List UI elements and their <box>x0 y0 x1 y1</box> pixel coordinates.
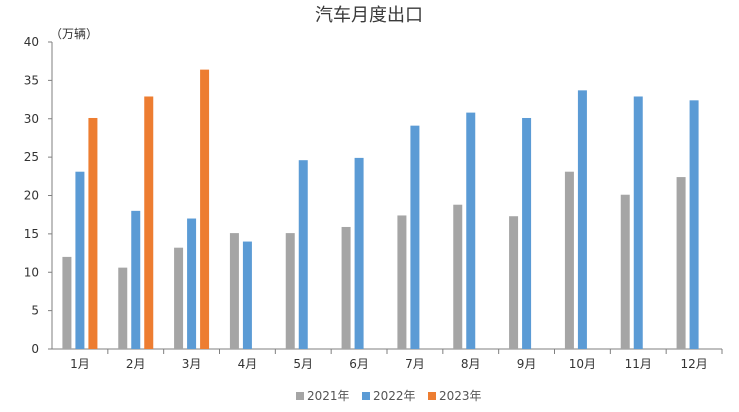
bar <box>633 96 643 350</box>
bar <box>174 247 184 349</box>
bar <box>676 177 686 349</box>
bar <box>62 256 72 349</box>
y-tick-label: 30 <box>24 112 39 126</box>
legend-label: 2021年 <box>307 389 350 403</box>
y-tick-label: 15 <box>24 227 39 241</box>
bar <box>577 90 587 349</box>
bars <box>62 69 699 350</box>
y-tick-label: 5 <box>31 304 39 318</box>
x-tick-label: 7月 <box>405 357 425 371</box>
bar <box>144 96 154 350</box>
x-tick-label: 5月 <box>293 357 313 371</box>
legend: 2021年 2022年 2023年 <box>296 389 482 403</box>
bar <box>341 226 351 349</box>
x-tick-label: 12月 <box>680 357 707 371</box>
legend-swatch <box>428 392 436 400</box>
bar <box>229 233 239 349</box>
x-tick-label: 10月 <box>569 357 596 371</box>
bar <box>187 218 197 349</box>
bar <box>466 112 476 349</box>
x-tick-label: 9月 <box>517 357 537 371</box>
bar <box>397 215 407 349</box>
legend-label: 2022年 <box>373 389 416 403</box>
bar <box>75 171 85 349</box>
y-tick-label: 40 <box>24 35 39 49</box>
legend-swatch <box>296 392 304 400</box>
x-tick-label: 11月 <box>625 357 652 371</box>
x-tick-label: 3月 <box>182 357 202 371</box>
bar <box>285 233 295 349</box>
x-tick-label: 8月 <box>461 357 481 371</box>
x-tick-label: 2月 <box>126 357 146 371</box>
bar <box>88 117 98 349</box>
bar <box>131 210 141 349</box>
x-tick-label: 6月 <box>349 357 369 371</box>
bar <box>453 204 463 349</box>
y-tick-label: 0 <box>31 342 39 356</box>
x-tick-label: 1月 <box>70 357 90 371</box>
bar <box>509 216 519 349</box>
legend-swatch <box>362 392 370 400</box>
y-tick-label: 25 <box>24 150 39 164</box>
y-tick-label: 10 <box>24 265 39 279</box>
bar <box>298 160 308 349</box>
bar <box>689 100 699 349</box>
bar <box>620 194 630 349</box>
x-tick-label: 4月 <box>238 357 258 371</box>
bar <box>354 157 364 349</box>
y-tick-label: 20 <box>24 189 39 203</box>
bar <box>410 125 420 349</box>
bar <box>242 241 252 349</box>
chart-title: 汽车月度出口 <box>315 5 423 26</box>
y-tick-label: 35 <box>24 73 39 87</box>
y-unit-label: （万辆） <box>50 27 98 41</box>
bar <box>200 69 210 349</box>
bar <box>118 267 128 349</box>
bar <box>522 117 532 349</box>
bar <box>564 171 574 349</box>
axes: 0 5 10 15 20 25 30 35 40 1月 2月 3月 4月 5月 6月 7月 8月 9月 10月 11月… <box>24 35 723 371</box>
legend-label: 2023年 <box>439 389 482 403</box>
